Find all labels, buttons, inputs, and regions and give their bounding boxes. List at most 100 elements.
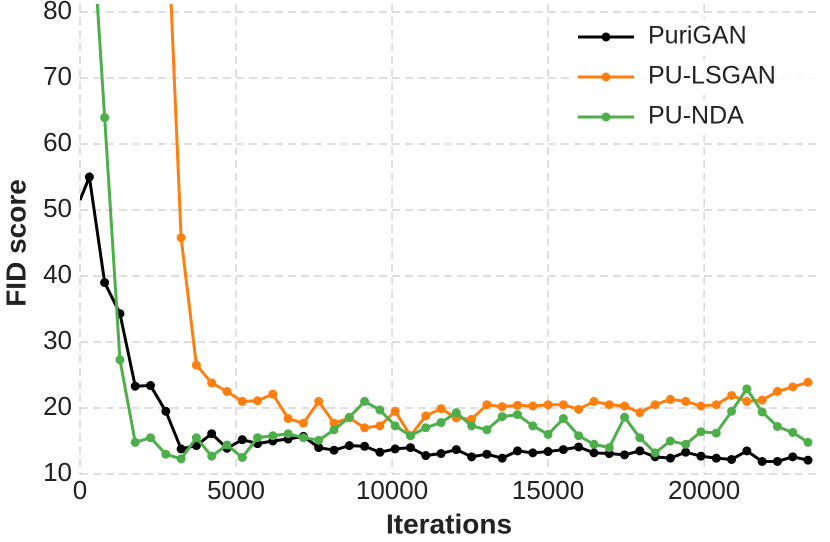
- data-point: [222, 440, 232, 450]
- data-point: [543, 400, 553, 410]
- legend-label: PU-NDA: [648, 102, 744, 130]
- data-point: [696, 427, 706, 437]
- data-point: [390, 421, 400, 431]
- y-tick-label: 70: [43, 61, 72, 91]
- x-tick-label: 0: [73, 475, 87, 505]
- data-point: [711, 428, 721, 438]
- data-point: [405, 443, 415, 453]
- data-point: [436, 418, 446, 428]
- data-point: [360, 441, 370, 451]
- x-axis-label: Iterations: [386, 508, 512, 539]
- data-point: [635, 446, 645, 456]
- data-point: [375, 421, 385, 431]
- data-point: [803, 455, 813, 465]
- y-tick-label: 30: [43, 325, 72, 355]
- data-point: [283, 414, 293, 424]
- data-point: [512, 446, 522, 456]
- x-tick-label: 10000: [356, 475, 428, 505]
- data-point: [375, 447, 385, 457]
- data-point: [788, 382, 798, 392]
- data-point: [115, 355, 125, 365]
- data-point: [635, 433, 645, 443]
- data-point: [421, 411, 431, 421]
- data-point: [574, 431, 584, 441]
- data-point: [558, 445, 568, 455]
- data-point: [635, 408, 645, 418]
- series-line: [80, 171, 809, 463]
- data-point: [191, 433, 201, 443]
- y-tick-label: 20: [43, 391, 72, 421]
- data-point: [237, 435, 247, 445]
- y-tick-label: 10: [43, 457, 72, 487]
- data-point: [222, 387, 232, 396]
- data-point: [329, 425, 339, 435]
- data-point: [574, 404, 584, 414]
- data-point: [314, 435, 324, 445]
- data-point: [207, 451, 217, 461]
- data-point: [253, 396, 263, 406]
- x-tick-label: 15000: [512, 475, 584, 505]
- data-point: [665, 436, 675, 446]
- data-point: [543, 447, 553, 457]
- x-tick-label: 5000: [207, 475, 265, 505]
- data-point: [528, 401, 538, 411]
- data-point: [803, 437, 813, 447]
- data-point: [467, 452, 477, 462]
- data-point: [375, 405, 385, 415]
- y-axis-label: FID score: [0, 179, 31, 307]
- data-point: [589, 439, 599, 449]
- data-point: [100, 278, 110, 288]
- plot-area: [80, 4, 813, 466]
- legend-label: PU-LSGAN: [648, 62, 776, 90]
- data-point: [727, 390, 737, 400]
- data-point: [360, 423, 370, 433]
- data-point: [711, 400, 721, 410]
- y-tick-label: 80: [43, 0, 72, 25]
- data-point: [803, 377, 813, 387]
- data-point: [558, 400, 568, 410]
- data-point: [742, 446, 752, 456]
- data-point: [665, 394, 675, 404]
- data-point: [543, 429, 553, 439]
- data-point: [298, 433, 308, 443]
- data-point: [665, 453, 675, 463]
- data-point: [772, 387, 782, 396]
- data-point: [757, 456, 767, 466]
- data-point: [344, 412, 354, 422]
- data-point: [451, 445, 461, 455]
- data-point: [620, 401, 630, 411]
- data-point: [314, 396, 324, 406]
- legend-label: PuriGAN: [648, 22, 747, 50]
- data-point: [436, 404, 446, 414]
- y-tick-label: 40: [43, 259, 72, 289]
- data-point: [772, 421, 782, 431]
- data-point: [314, 443, 324, 453]
- data-point: [237, 396, 247, 406]
- data-point: [130, 381, 140, 391]
- data-point: [84, 172, 94, 182]
- data-point: [482, 449, 492, 459]
- data-point: [742, 396, 752, 406]
- data-point: [451, 408, 461, 418]
- data-point: [772, 456, 782, 466]
- y-tick-label: 50: [43, 193, 72, 223]
- data-point: [421, 423, 431, 433]
- data-point: [298, 418, 308, 428]
- data-point: [360, 396, 370, 406]
- data-point: [497, 402, 507, 412]
- data-point: [283, 429, 293, 439]
- data-point: [620, 412, 630, 422]
- data-point: [681, 439, 691, 449]
- data-point: [405, 431, 415, 441]
- legend-marker: [601, 72, 611, 82]
- data-point: [237, 453, 247, 462]
- data-point: [100, 113, 110, 123]
- data-point: [176, 444, 186, 454]
- data-point: [788, 452, 798, 462]
- data-point: [497, 453, 507, 463]
- data-point: [344, 441, 354, 451]
- data-point: [421, 451, 431, 461]
- data-point: [390, 444, 400, 454]
- data-point: [757, 407, 767, 417]
